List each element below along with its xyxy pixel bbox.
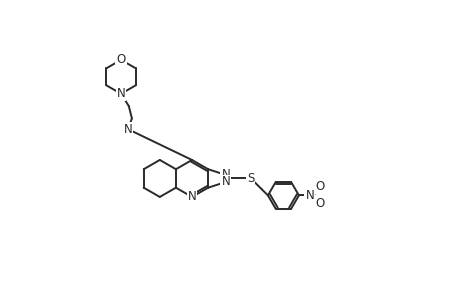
- Text: N: N: [221, 168, 230, 182]
- Text: S: S: [246, 172, 254, 185]
- Text: N: N: [117, 87, 125, 100]
- Text: O: O: [314, 180, 324, 194]
- Text: O: O: [314, 197, 324, 210]
- Text: N: N: [305, 189, 313, 202]
- Text: N: N: [221, 176, 230, 188]
- Text: N: N: [123, 123, 132, 136]
- Text: O: O: [116, 53, 125, 66]
- Text: N: N: [187, 190, 196, 203]
